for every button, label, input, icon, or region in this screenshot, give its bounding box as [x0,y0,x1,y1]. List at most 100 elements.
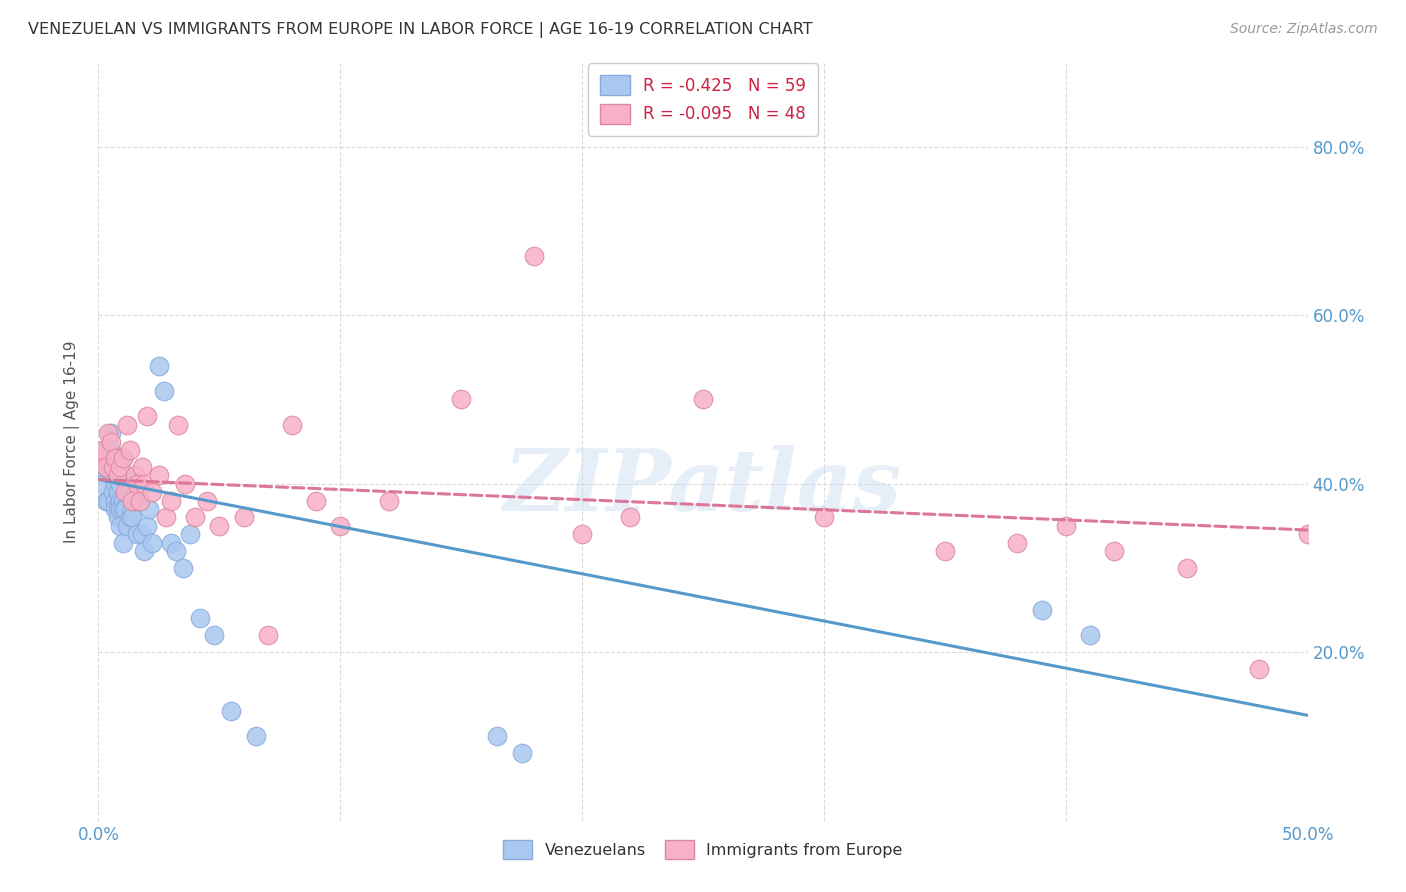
Legend: Venezuelans, Immigrants from Europe: Venezuelans, Immigrants from Europe [496,833,910,866]
Point [121,502,143,516]
Point [1054,518,1077,533]
Point [167,417,190,432]
Point [100,434,122,449]
Point [232,510,254,524]
Point [91,442,114,457]
Point [1078,628,1101,642]
Point [450,392,472,407]
Point [111,502,134,516]
Point [1296,527,1319,541]
Point [97,451,120,466]
Point [152,384,174,398]
Point [138,502,160,516]
Point [813,510,835,524]
Point [486,730,509,744]
Point [114,468,136,483]
Point [305,493,328,508]
Point [377,493,399,508]
Point [118,485,141,500]
Point [179,527,201,541]
Point [114,485,136,500]
Point [165,544,187,558]
Text: Source: ZipAtlas.com: Source: ZipAtlas.com [1230,22,1378,37]
Point [108,502,131,516]
Point [124,468,146,483]
Point [101,468,124,483]
Point [94,459,117,474]
Point [174,476,197,491]
Point [111,451,134,466]
Point [184,510,207,524]
Point [90,451,112,466]
Point [510,746,533,760]
Point [934,544,956,558]
Point [100,442,122,457]
Point [118,510,141,524]
Point [188,611,211,625]
Point [141,535,163,549]
Point [571,527,593,541]
Point [104,476,127,491]
Point [1102,544,1125,558]
Point [91,442,114,457]
Point [172,561,194,575]
Point [121,510,143,524]
Point [101,459,124,474]
Point [104,451,127,466]
Point [128,493,150,508]
Point [107,468,129,483]
Point [117,518,139,533]
Point [107,468,129,483]
Point [208,518,231,533]
Point [131,527,153,541]
Point [135,409,157,424]
Point [111,493,134,508]
Text: ZIPatlas: ZIPatlas [503,445,903,529]
Point [692,392,714,407]
Point [117,417,139,432]
Point [101,485,124,500]
Point [1175,561,1198,575]
Point [114,502,136,516]
Point [108,493,131,508]
Point [107,502,129,516]
Point [104,502,127,516]
Point [135,518,157,533]
Point [523,249,546,263]
Point [619,510,641,524]
Point [100,426,122,441]
Point [111,451,134,466]
Point [128,493,150,508]
Point [1007,535,1029,549]
Point [127,476,149,491]
Point [94,493,117,508]
Point [101,459,124,474]
Point [245,730,267,744]
Point [107,510,129,524]
Point [121,493,143,508]
Text: VENEZUELAN VS IMMIGRANTS FROM EUROPE IN LABOR FORCE | AGE 16-19 CORRELATION CHAR: VENEZUELAN VS IMMIGRANTS FROM EUROPE IN … [28,22,813,38]
Point [100,468,122,483]
Point [127,527,149,541]
Point [195,493,218,508]
Point [1249,662,1271,676]
Point [104,493,127,508]
Point [108,459,131,474]
Point [91,476,114,491]
Point [155,510,177,524]
Point [108,518,131,533]
Point [221,704,243,718]
Point [118,442,141,457]
Point [108,476,131,491]
Point [97,426,120,441]
Point [131,459,153,474]
Point [1031,603,1053,617]
Y-axis label: In Labor Force | Age 16-19: In Labor Force | Age 16-19 [63,340,80,543]
Point [148,468,170,483]
Point [90,459,112,474]
Point [148,359,170,373]
Point [160,535,183,549]
Point [204,628,226,642]
Point [134,476,156,491]
Point [107,485,129,500]
